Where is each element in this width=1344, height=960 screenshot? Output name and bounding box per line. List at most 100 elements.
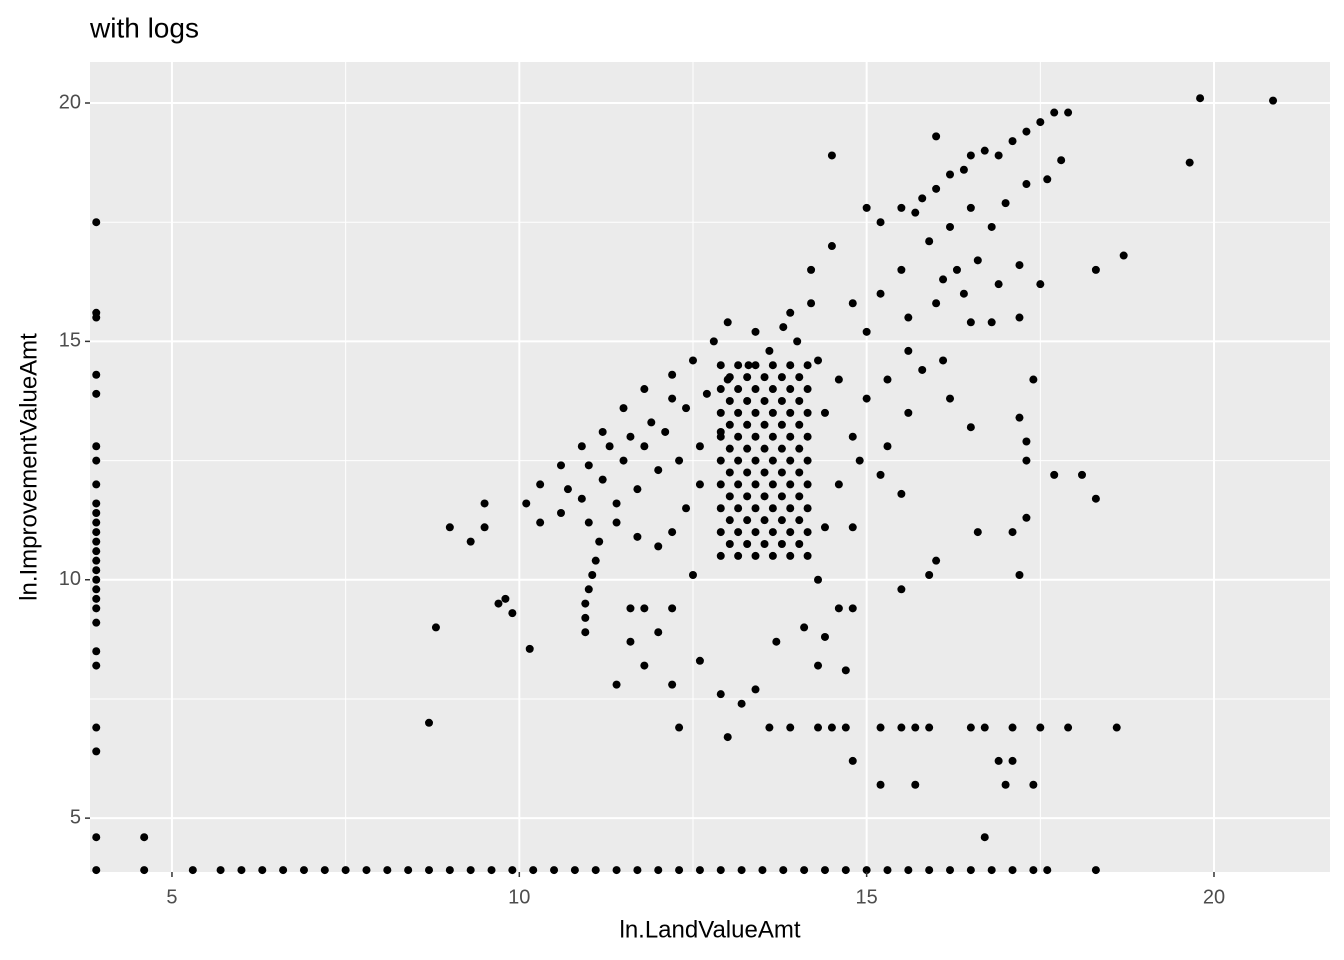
point bbox=[855, 456, 864, 465]
point bbox=[1036, 118, 1045, 127]
point bbox=[188, 866, 197, 875]
point bbox=[92, 556, 101, 565]
point bbox=[654, 542, 663, 551]
point bbox=[480, 523, 489, 532]
point bbox=[803, 480, 812, 489]
point bbox=[768, 504, 777, 513]
point bbox=[1015, 261, 1024, 270]
point bbox=[695, 442, 704, 451]
point bbox=[92, 833, 101, 842]
point bbox=[675, 723, 684, 732]
point bbox=[536, 480, 545, 489]
point bbox=[1022, 513, 1031, 522]
point bbox=[862, 394, 871, 403]
point bbox=[820, 632, 829, 641]
point bbox=[751, 551, 760, 560]
point bbox=[1001, 199, 1010, 208]
point bbox=[716, 385, 725, 394]
point bbox=[682, 404, 691, 413]
point bbox=[803, 456, 812, 465]
point bbox=[661, 427, 670, 436]
point bbox=[876, 780, 885, 789]
point bbox=[876, 723, 885, 732]
point bbox=[827, 723, 836, 732]
point bbox=[619, 456, 628, 465]
point bbox=[725, 420, 734, 429]
point bbox=[795, 396, 804, 405]
point bbox=[807, 265, 816, 274]
point bbox=[654, 466, 663, 475]
point bbox=[904, 866, 913, 875]
point bbox=[734, 385, 743, 394]
point bbox=[725, 516, 734, 525]
point bbox=[633, 532, 642, 541]
point bbox=[626, 637, 635, 646]
point bbox=[959, 165, 968, 174]
point bbox=[777, 373, 786, 382]
point bbox=[92, 456, 101, 465]
point bbox=[654, 866, 663, 875]
point bbox=[1029, 375, 1038, 384]
point bbox=[820, 523, 829, 532]
point bbox=[751, 408, 760, 417]
point bbox=[92, 518, 101, 527]
point bbox=[734, 551, 743, 560]
point bbox=[320, 866, 329, 875]
point bbox=[795, 420, 804, 429]
point bbox=[487, 866, 496, 875]
point bbox=[795, 373, 804, 382]
point bbox=[92, 585, 101, 594]
point bbox=[743, 396, 752, 405]
point bbox=[966, 151, 975, 160]
point bbox=[529, 866, 538, 875]
point bbox=[1015, 413, 1024, 422]
point bbox=[768, 528, 777, 537]
point bbox=[768, 432, 777, 441]
point bbox=[725, 539, 734, 548]
point bbox=[581, 599, 590, 608]
point bbox=[779, 866, 788, 875]
y-tick-label: 10 bbox=[59, 568, 81, 590]
point bbox=[897, 489, 906, 498]
point bbox=[848, 299, 857, 308]
point bbox=[383, 866, 392, 875]
point bbox=[577, 494, 586, 503]
point bbox=[299, 866, 308, 875]
point bbox=[556, 509, 565, 518]
point bbox=[800, 866, 809, 875]
point bbox=[1050, 108, 1059, 117]
point bbox=[803, 504, 812, 513]
point bbox=[994, 756, 1003, 765]
point bbox=[897, 723, 906, 732]
point bbox=[1112, 723, 1121, 732]
point bbox=[92, 537, 101, 546]
point bbox=[92, 594, 101, 603]
point bbox=[743, 468, 752, 477]
point bbox=[765, 723, 774, 732]
point bbox=[820, 408, 829, 417]
point bbox=[834, 604, 843, 613]
point bbox=[626, 432, 635, 441]
point bbox=[737, 866, 746, 875]
point bbox=[743, 492, 752, 501]
point bbox=[777, 396, 786, 405]
point bbox=[598, 475, 607, 484]
point bbox=[834, 480, 843, 489]
point bbox=[973, 256, 982, 265]
point bbox=[876, 470, 885, 479]
point bbox=[1064, 723, 1073, 732]
point bbox=[92, 647, 101, 656]
point bbox=[751, 327, 760, 336]
point bbox=[425, 718, 434, 727]
point bbox=[807, 299, 816, 308]
point bbox=[918, 365, 927, 374]
point bbox=[508, 609, 517, 618]
point bbox=[925, 570, 934, 579]
point bbox=[1008, 866, 1017, 875]
point bbox=[1036, 280, 1045, 289]
point bbox=[1008, 723, 1017, 732]
point bbox=[966, 203, 975, 212]
point bbox=[734, 408, 743, 417]
point bbox=[1196, 94, 1205, 103]
